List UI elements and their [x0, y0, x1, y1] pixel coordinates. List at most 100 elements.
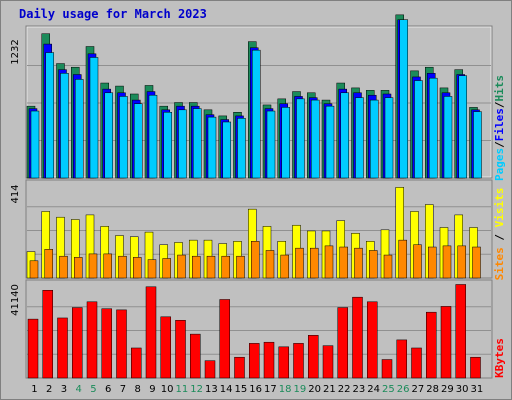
x-tick-label: 17 [264, 384, 277, 395]
bar-sites-day-25 [383, 254, 393, 279]
bar-pages-day-28 [429, 77, 438, 179]
x-tick-label: 14 [220, 384, 233, 395]
x-tick-label: 30 [456, 384, 469, 395]
bar-sites-day-8 [133, 257, 142, 279]
bar-pages-day-2 [45, 52, 54, 179]
bar-pages-day-29 [443, 96, 453, 179]
bar-sites-day-24 [369, 250, 378, 279]
bar-pages-day-3 [60, 73, 69, 179]
bar-sites-day-30 [457, 245, 466, 279]
x-tick-label: 29 [441, 384, 454, 395]
legend-sep-2: / [493, 101, 506, 108]
bar-sites-day-18 [280, 254, 289, 279]
bar-pages-day-10 [163, 112, 172, 179]
bar-kbytes-day-10 [160, 316, 171, 379]
bar-kbytes-day-3 [57, 317, 68, 379]
svg-text:Pages/Files/Hits: Pages/Files/Hits [493, 75, 506, 181]
ytick-kbytes: 41140 [10, 284, 21, 316]
legend-sep-1: / [493, 141, 506, 148]
bar-sites-day-21 [324, 245, 334, 279]
bar-pages-day-5 [89, 57, 99, 179]
bar-kbytes-day-27 [411, 347, 422, 379]
bar-sites-day-14 [221, 255, 230, 279]
bar-sites-day-4 [74, 257, 83, 279]
bar-kbytes-day-30 [455, 284, 466, 379]
x-tick-label: 22 [338, 384, 351, 395]
x-tick-label: 31 [471, 384, 484, 395]
bar-kbytes-day-2 [42, 290, 53, 379]
legend-visits-panel: Sites / Visits [493, 188, 506, 281]
legend-hits-panel: Pages/Files/Hits [493, 75, 506, 181]
svg-text:KBytes: KBytes [493, 338, 506, 378]
x-axis-labels: 1 2 3 4 5 6 7 8 9 10 11 12 13 14 15 16 17 18 19 20 21 22 23 24 2… [31, 384, 483, 395]
bar-kbytes-day-29 [440, 306, 452, 379]
bar-pages-day-18 [281, 107, 290, 179]
bar-sites-day-11 [177, 254, 186, 279]
bar-kbytes-day-15 [234, 356, 245, 379]
x-tick-label: 2 [46, 384, 52, 395]
bar-sites-day-28 [428, 246, 437, 279]
bar-pages-day-6 [104, 92, 113, 179]
bar-sites-day-26 [398, 239, 407, 279]
bar-kbytes-day-5 [86, 301, 98, 379]
x-tick-label: 20 [308, 384, 321, 395]
bar-sites-day-27 [413, 244, 422, 279]
bar-kbytes-day-12 [190, 333, 201, 379]
bar-pages-day-20 [311, 99, 320, 179]
bar-kbytes-day-1 [27, 318, 39, 379]
bar-pages-day-11 [178, 109, 187, 179]
legend-sites: Sites [493, 247, 506, 280]
bar-kbytes-day-21 [322, 345, 334, 379]
x-tick-label: 13 [205, 384, 218, 395]
x-tick-label: 27 [412, 384, 425, 395]
bar-sites-day-16 [251, 241, 260, 279]
x-tick-label: 9 [149, 384, 155, 395]
bar-sites-day-15 [236, 255, 245, 279]
bar-kbytes-day-23 [352, 296, 363, 379]
x-tick-label: 18 [279, 384, 292, 395]
bars [26, 14, 482, 379]
bar-pages-day-30 [458, 75, 467, 179]
bar-pages-day-23 [355, 97, 364, 179]
bar-kbytes-day-6 [101, 308, 112, 379]
x-tick-label: 7 [120, 384, 126, 395]
x-tick-label: 19 [294, 384, 307, 395]
bar-pages-day-19 [296, 98, 305, 179]
bar-sites-day-7 [118, 255, 127, 279]
bar-pages-day-1 [30, 110, 40, 179]
bar-kbytes-day-4 [72, 307, 83, 379]
bar-kbytes-day-19 [293, 343, 304, 379]
bar-kbytes-day-8 [131, 347, 142, 379]
bar-sites-day-29 [442, 245, 452, 279]
legend-files: Files [493, 108, 506, 141]
x-tick-label: 11 [176, 384, 189, 395]
bar-sites-day-31 [472, 246, 481, 279]
bar-pages-day-24 [370, 99, 379, 179]
bar-pages-day-9 [148, 94, 158, 179]
bar-kbytes-day-31 [470, 356, 481, 379]
bar-pages-day-12 [193, 108, 202, 179]
ytick-visits: 414 [10, 184, 21, 203]
bar-pages-day-26 [399, 19, 408, 179]
bar-kbytes-day-9 [145, 286, 157, 379]
bar-pages-day-13 [207, 116, 217, 179]
bar-pages-day-31 [473, 111, 482, 179]
bar-pages-day-22 [340, 92, 349, 179]
x-tick-label: 4 [75, 384, 81, 395]
bar-sites-day-17 [265, 250, 275, 279]
x-tick-label: 6 [105, 384, 111, 395]
legend-kbytes: KBytes [493, 338, 506, 378]
bar-pages-day-17 [266, 110, 276, 179]
legend-visits: Visits [493, 188, 506, 228]
x-tick-label: 12 [190, 384, 203, 395]
bar-sites-day-20 [310, 247, 319, 279]
x-tick-label: 26 [397, 384, 410, 395]
bar-kbytes-day-20 [308, 335, 319, 379]
legend-sep-3: / [493, 227, 506, 247]
bar-kbytes-day-26 [396, 339, 407, 379]
bar-kbytes-day-25 [381, 359, 393, 379]
bar-pages-day-4 [75, 79, 84, 179]
x-tick-label: 21 [323, 384, 336, 395]
bar-sites-day-9 [147, 259, 157, 279]
